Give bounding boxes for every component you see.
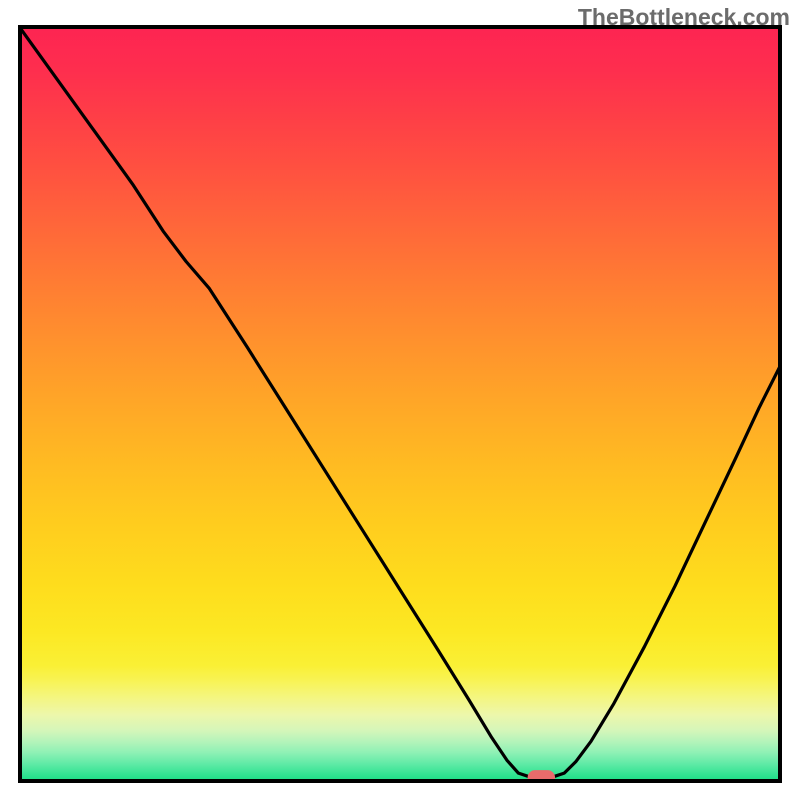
plot-background (18, 25, 782, 783)
watermark-text: TheBottleneck.com (578, 4, 790, 31)
bottleneck-chart (0, 0, 800, 800)
chart-container: TheBottleneck.com (0, 0, 800, 800)
